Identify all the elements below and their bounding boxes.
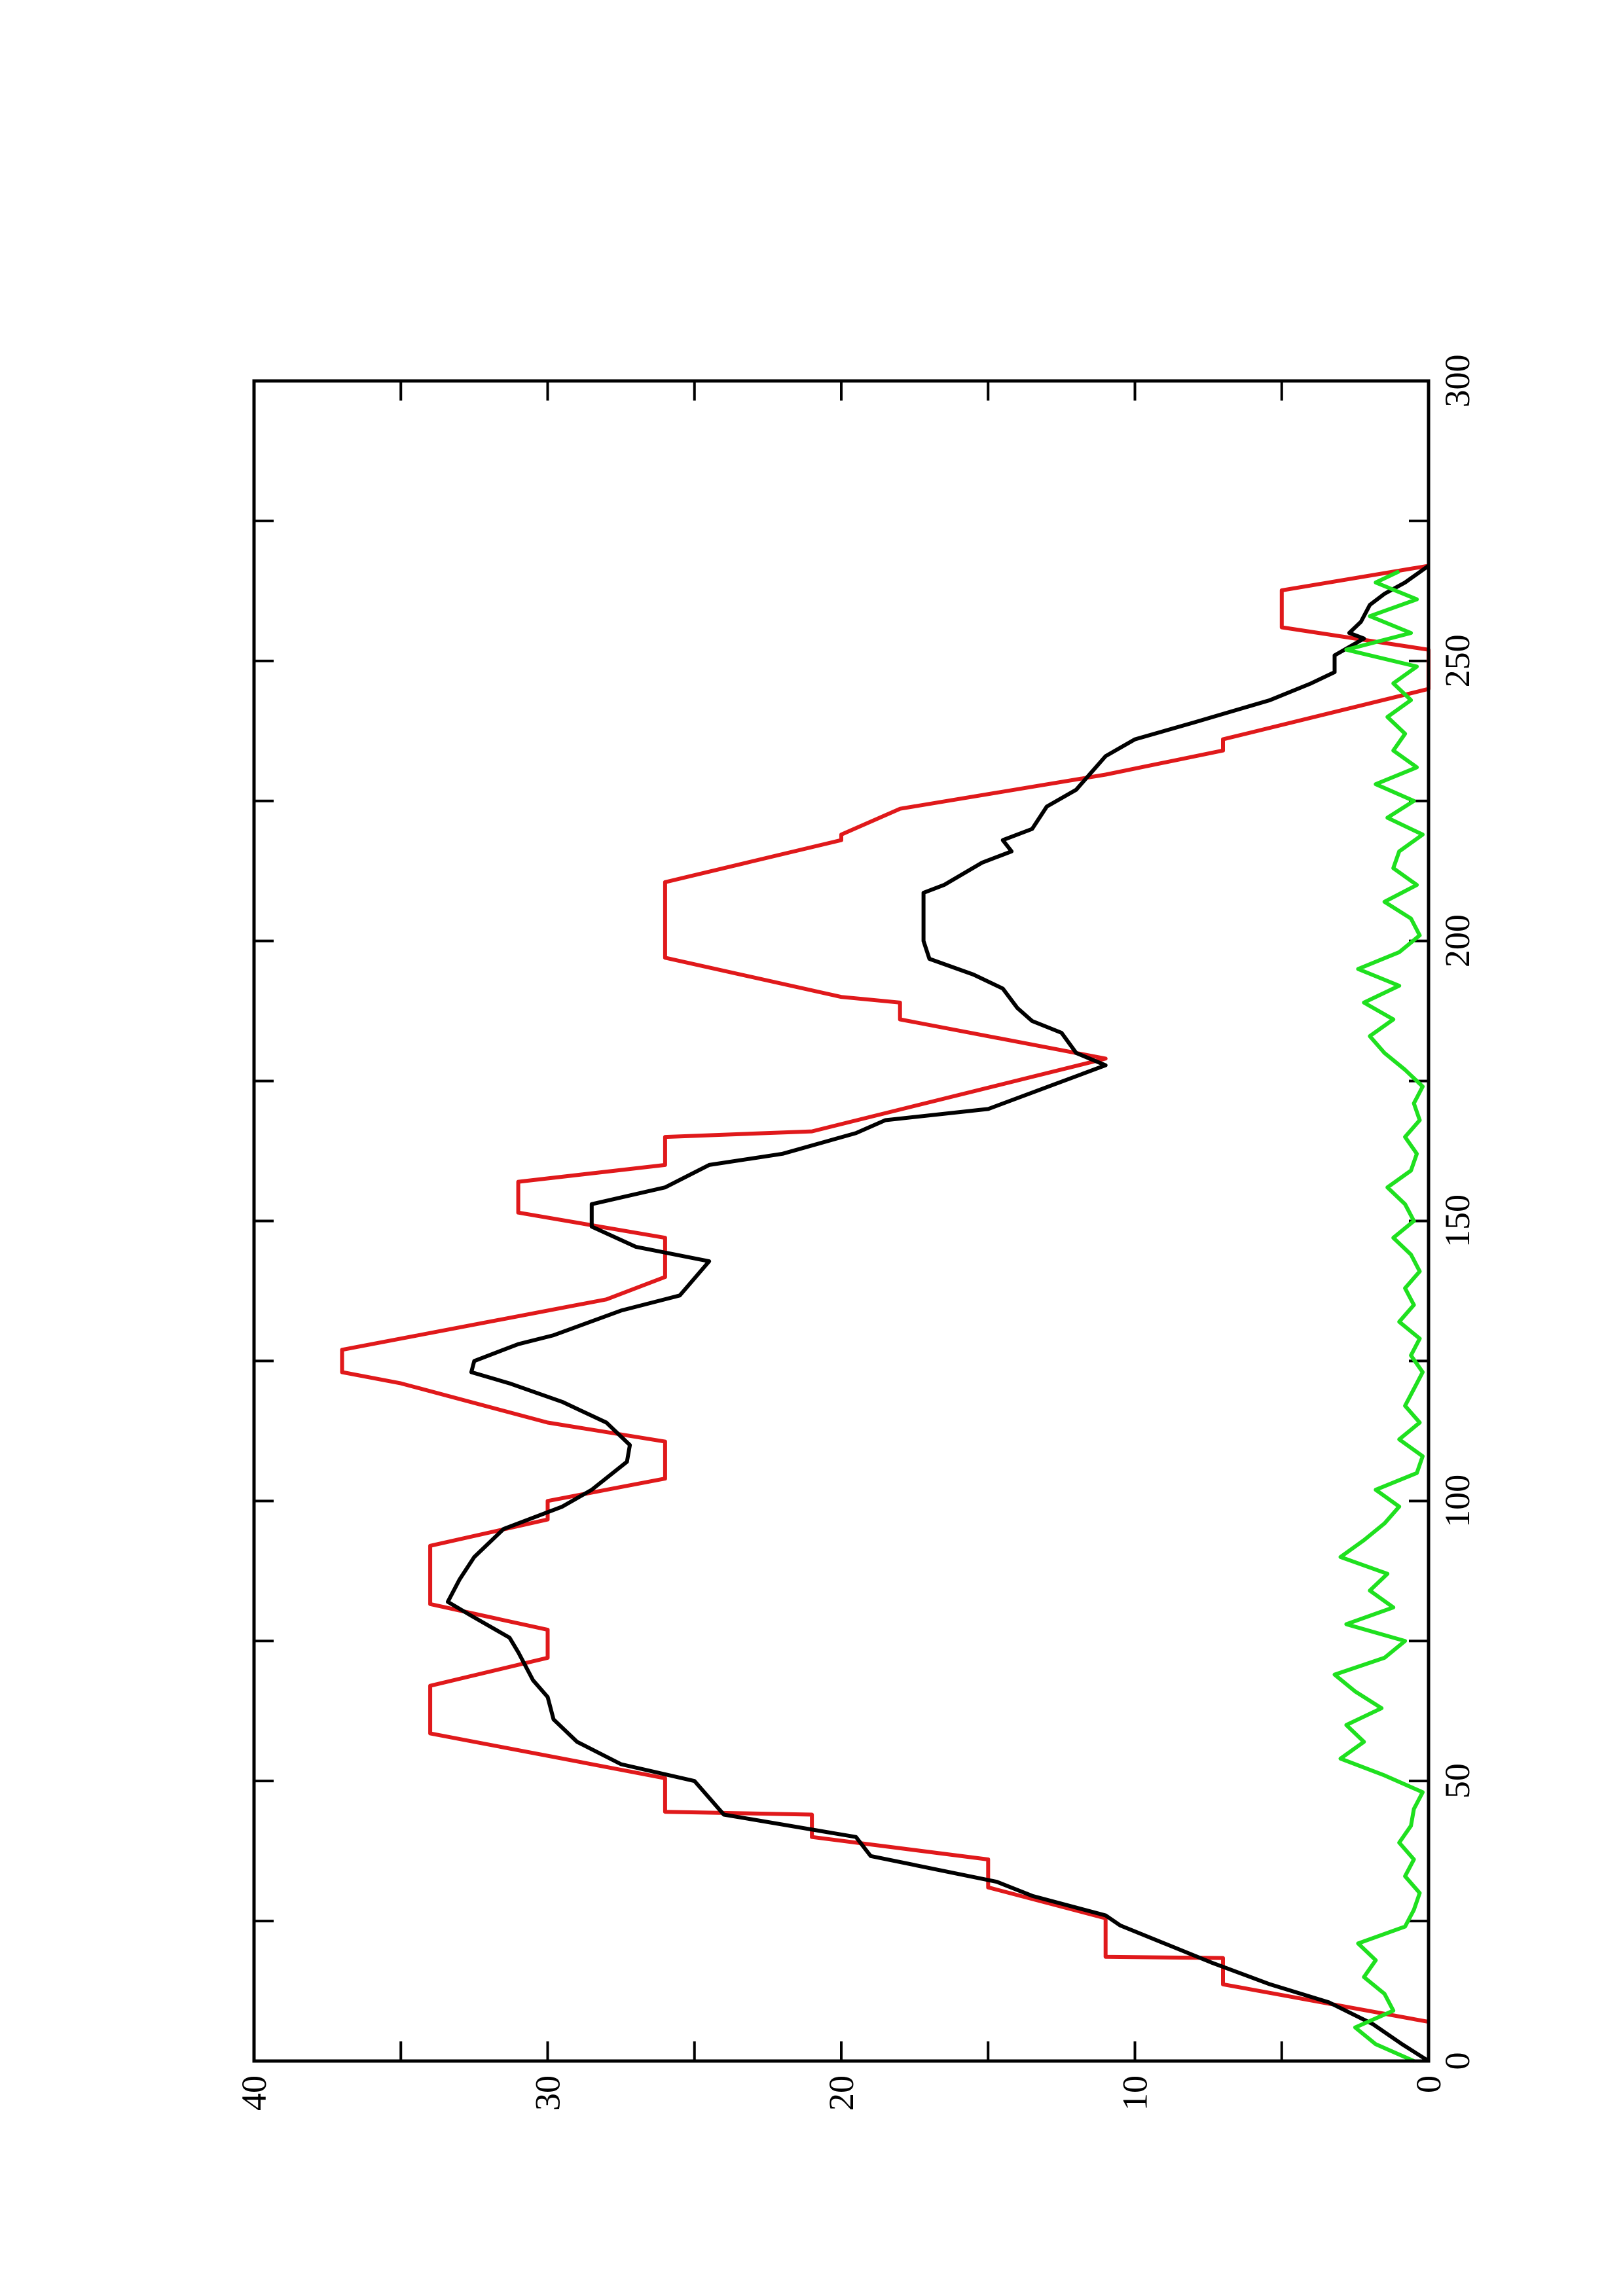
y-tick-label: 40 <box>234 2075 274 2111</box>
y-tick-label: 0 <box>1409 2075 1448 2093</box>
x-tick-label: 300 <box>1438 355 1477 408</box>
x-tick-label: 50 <box>1438 1763 1477 1799</box>
plot-area: 0 50 100 150 200 250 300 0 10 20 30 40 <box>234 355 1477 2111</box>
x-tick-label: 0 <box>1438 2053 1477 2070</box>
x-tick-label: 200 <box>1438 914 1477 967</box>
x-tick-label: 100 <box>1438 1475 1477 1528</box>
series-line <box>446 564 1430 2063</box>
y-tick-label: 10 <box>1116 2075 1155 2111</box>
y-tick-label: 20 <box>822 2075 861 2111</box>
series-line <box>340 564 1431 2024</box>
x-tick-label: 150 <box>1438 1194 1477 1247</box>
series-line <box>1332 569 1425 2063</box>
plot-frame <box>252 379 1431 2063</box>
x-tick-label: 250 <box>1438 634 1477 687</box>
y-tick-label: 30 <box>528 2075 568 2111</box>
